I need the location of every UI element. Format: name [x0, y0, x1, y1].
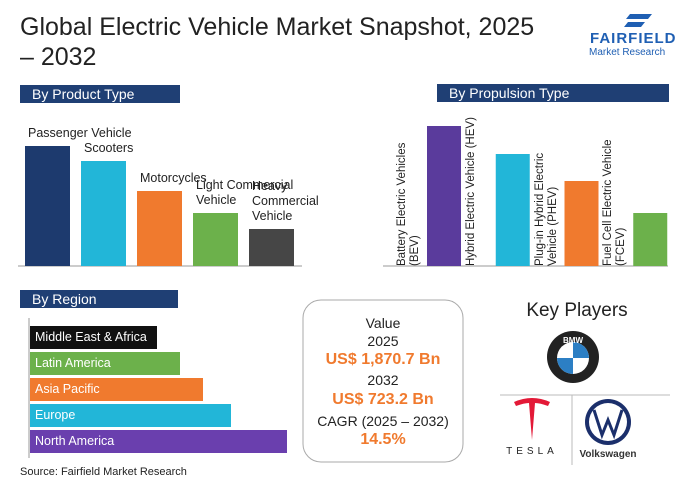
bar: [30, 352, 180, 375]
cagr-label: CAGR (2025 – 2032): [317, 413, 449, 429]
category-label: North America: [35, 434, 115, 448]
category-label: Europe: [35, 408, 76, 422]
section-header: By Region: [20, 290, 178, 308]
value: US$ 1,870.7 Bn: [325, 351, 441, 368]
logo-tagline: Market Research: [589, 47, 666, 58]
category-label: Motorcycles: [140, 171, 207, 185]
category-label: Scooters: [84, 141, 134, 155]
category-label: Fuel Cell Electric Vehicle (FCEV): [602, 139, 628, 266]
brand: BMW: [563, 336, 583, 345]
source: Source: Fairfield Market Research: [20, 466, 187, 478]
bar: [81, 161, 126, 266]
cagr: 14.5%: [360, 431, 406, 448]
bar: [427, 126, 461, 266]
bar: [193, 213, 238, 266]
category-label: Hybrid Electric Vehicle (HEV): [464, 117, 477, 266]
bar: [30, 378, 203, 401]
category-label: Light Commercial Vehicle: [196, 178, 294, 207]
bmw-logo: [547, 331, 599, 383]
category-label: Latin America: [35, 356, 111, 370]
bar: [30, 404, 231, 427]
bar: [30, 326, 157, 349]
year: 2032: [367, 372, 399, 388]
category-label: Plug-in Hybrid Electric Vehicle (PHEV): [533, 152, 559, 266]
vw-logo: [585, 399, 631, 445]
section-header: By Product Type: [20, 85, 180, 103]
bar: [30, 430, 287, 453]
tesla-logo: [514, 398, 550, 440]
fairfield-logo-mark: [624, 14, 652, 27]
section-header: By Propulsion Type: [437, 84, 669, 102]
logo-name: FAIRFIELD: [590, 30, 677, 47]
bar: [137, 191, 182, 266]
category-label: Battery Electric Vehicles (BEV): [396, 142, 421, 266]
brand: TESLA: [506, 446, 558, 457]
value-box: [302, 299, 464, 463]
category-label: Middle East & Africa: [35, 330, 147, 344]
category-label: Asia Pacific: [35, 382, 100, 396]
category-label: Heavy Commercial Vehicle: [252, 179, 319, 223]
title: Global Electric Vehicle Market Snapshot,…: [20, 13, 535, 71]
value: US$ 723.2 Bn: [332, 391, 434, 408]
year: 2025: [367, 333, 399, 349]
category-label: Passenger Vehicle: [28, 126, 132, 140]
bar: [495, 154, 530, 266]
bar: [25, 146, 70, 266]
brand: Volkswagen: [579, 449, 637, 460]
key-players-title: Key Players: [526, 300, 628, 321]
bar: [633, 213, 668, 266]
value-label: Value: [365, 315, 401, 331]
bar: [564, 181, 599, 266]
bar: [249, 229, 294, 266]
